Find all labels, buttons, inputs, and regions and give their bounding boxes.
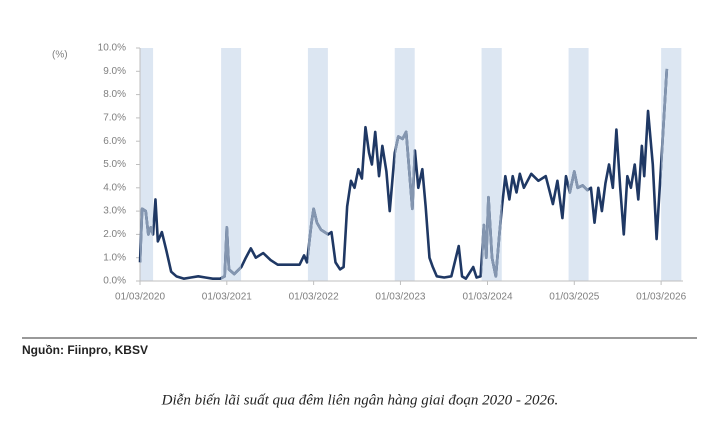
x-tick-label: 01/03/2023 [375,292,425,303]
highlight-band [394,48,415,281]
y-tick-label: 2.0% [103,229,126,240]
highlight-band [661,48,682,281]
x-tick-label: 01/03/2026 [636,292,686,303]
highlight-band [221,48,242,281]
x-tick-label: 01/03/2024 [462,292,512,303]
highlight-band [140,48,154,281]
x-tick-label: 01/03/2020 [115,292,165,303]
y-tick-label: 5.0% [103,159,126,170]
x-tick-label: 01/03/2022 [289,292,339,303]
x-tick-label: 01/03/2021 [202,292,252,303]
x-tick-label: 01/03/2025 [549,292,599,303]
y-tick-label: 1.0% [103,252,126,263]
source: Nguồn: Fiinpro, KBSV [22,343,148,357]
y-tick-label: 10.0% [98,43,126,54]
highlight-band [307,48,328,281]
y-tick-label: 7.0% [103,113,126,124]
y-tick-label: 0.0% [103,276,126,287]
y-tick-label: 4.0% [103,182,126,193]
caption: Diễn biến lãi suất qua đêm liên ngân hàn… [161,392,559,408]
y-tick-label: 9.0% [103,66,126,77]
y-axis-label: (%) [52,50,68,61]
y-tick-label: 3.0% [103,206,126,217]
highlight-band [568,48,589,281]
y-tick-label: 8.0% [103,89,126,100]
y-tick-label: 6.0% [103,136,126,147]
